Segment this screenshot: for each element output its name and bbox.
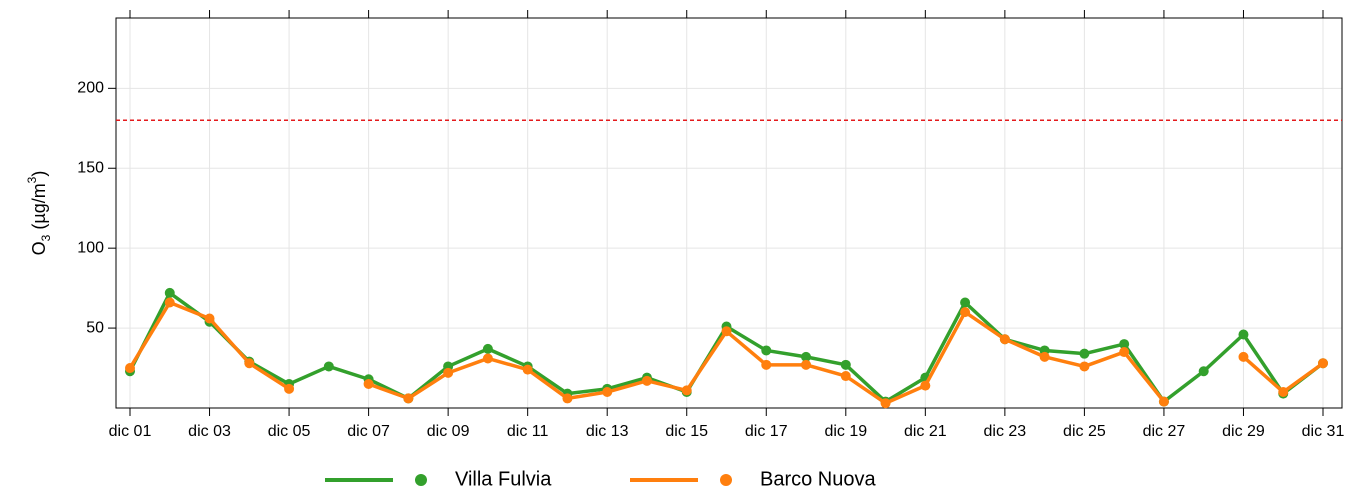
legend-marker — [720, 474, 732, 486]
data-point — [1238, 329, 1249, 340]
data-point — [1039, 351, 1050, 362]
x-tick-label: dic 01 — [109, 423, 152, 440]
data-point — [681, 385, 692, 396]
x-tick-label: dic 21 — [904, 423, 947, 440]
x-tick-label: dic 17 — [745, 423, 788, 440]
y-label-sup: 3 — [25, 176, 39, 183]
data-point — [1119, 339, 1130, 350]
series-line — [128, 300, 1325, 405]
data-point — [721, 326, 732, 337]
data-point — [1079, 361, 1090, 372]
data-point — [284, 383, 295, 394]
data-point — [761, 359, 772, 370]
data-point — [125, 363, 135, 374]
x-tick-label: dic 13 — [586, 423, 629, 440]
data-point — [522, 364, 533, 375]
data-point — [244, 358, 255, 369]
data-point — [164, 287, 175, 298]
data-point — [403, 393, 414, 404]
data-point — [482, 353, 493, 364]
legend-marker — [415, 474, 427, 486]
data-point — [801, 351, 812, 362]
data-point — [960, 297, 971, 308]
data-point — [1198, 366, 1209, 377]
data-point — [1318, 358, 1328, 369]
data-point — [801, 359, 812, 370]
x-tick-label: dic 19 — [824, 423, 867, 440]
data-point — [641, 375, 652, 386]
data-point — [1238, 351, 1249, 362]
y-tick-label: 50 — [86, 319, 104, 336]
data-point — [960, 307, 971, 318]
data-point — [920, 380, 931, 391]
x-tick-label: dic 29 — [1222, 423, 1265, 440]
data-point — [840, 359, 851, 370]
y-axis-label: O3 (µg/m3) — [25, 171, 53, 256]
x-tick-label: dic 27 — [1143, 423, 1186, 440]
series-line — [128, 291, 1325, 404]
plot-frame — [115, 17, 1343, 409]
x-tick-label: dic 05 — [268, 423, 311, 440]
x-tick-label: dic 25 — [1063, 423, 1106, 440]
y-tick-label: 200 — [77, 80, 104, 97]
y-label-part: ) — [29, 171, 49, 177]
legend-label: Barco Nuova — [760, 468, 876, 490]
data-point — [1278, 387, 1289, 398]
x-tick-label: dic 09 — [427, 423, 470, 440]
data-point — [1158, 396, 1169, 407]
data-point — [443, 367, 454, 378]
data-point — [482, 343, 493, 354]
x-tick-label: dic 23 — [984, 423, 1027, 440]
data-point — [323, 361, 334, 372]
x-tick-label: dic 07 — [347, 423, 390, 440]
x-tick-label: dic 11 — [507, 423, 549, 440]
legend-label: Villa Fulvia — [455, 468, 552, 490]
data-point — [880, 398, 891, 409]
data-point — [999, 334, 1010, 345]
y-label-sub: 3 — [39, 234, 53, 241]
y-tick-label: 100 — [77, 239, 104, 256]
y-tick-label: 150 — [77, 159, 104, 176]
x-tick-label: dic 31 — [1302, 423, 1345, 440]
x-tick-label: dic 03 — [188, 423, 231, 440]
data-point — [602, 387, 613, 398]
y-label-part: (µg/m — [29, 183, 49, 234]
data-point — [562, 393, 573, 404]
data-point — [363, 379, 374, 390]
data-point — [1079, 348, 1090, 359]
x-tick-label: dic 15 — [665, 423, 708, 440]
data-point — [840, 371, 851, 382]
data-point — [204, 313, 215, 324]
data-point — [761, 345, 772, 356]
data-point — [1119, 347, 1130, 358]
data-point — [164, 297, 175, 308]
y-label-part: O — [29, 241, 49, 255]
